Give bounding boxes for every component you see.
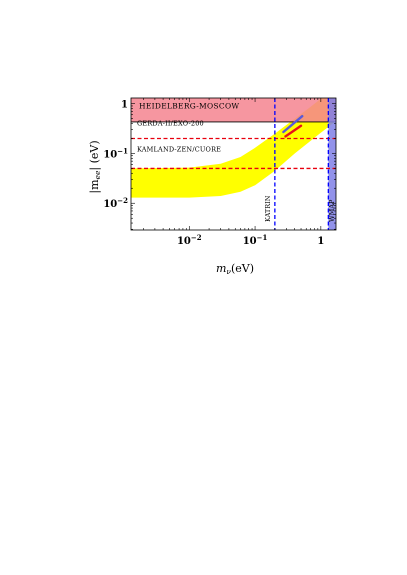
blue-segment [282, 114, 304, 134]
x-tick-label: 1 [317, 236, 324, 247]
y-tick-labels: 10−2 10−1 1 [103, 100, 128, 211]
x-tick-labels: 10−2 10−1 1 [177, 233, 324, 247]
heidelberg-label: HEIDELBERG-MOSCOW [139, 102, 239, 111]
plot-frame [130, 97, 337, 231]
y-tick-label: 10−2 [103, 196, 128, 210]
y-tick-label: 1 [121, 100, 128, 111]
y-tick-label: 10−1 [103, 146, 128, 160]
shaded-regions [131, 98, 336, 230]
kamland-label: KAMLAND-ZEN/CUORE [137, 146, 221, 154]
wmap-label: WMAP [328, 199, 336, 222]
limit-lines [131, 98, 336, 230]
katrin-label: KATRIN [264, 195, 272, 222]
gerda-label: GERDA-II/EXO-200 [137, 120, 204, 128]
x-tick-label: 10−1 [243, 233, 268, 247]
yellow-region [131, 98, 336, 198]
red-segment [284, 124, 303, 138]
heidelberg-band [131, 98, 336, 122]
plot-area [131, 98, 336, 230]
wmap-band [328, 98, 336, 230]
data-series [282, 114, 304, 138]
x-tick-label: 10−2 [177, 233, 202, 247]
y-axis-label: |mee| (eV) [88, 140, 102, 193]
x-axis-label: mν(eV) [216, 262, 254, 276]
